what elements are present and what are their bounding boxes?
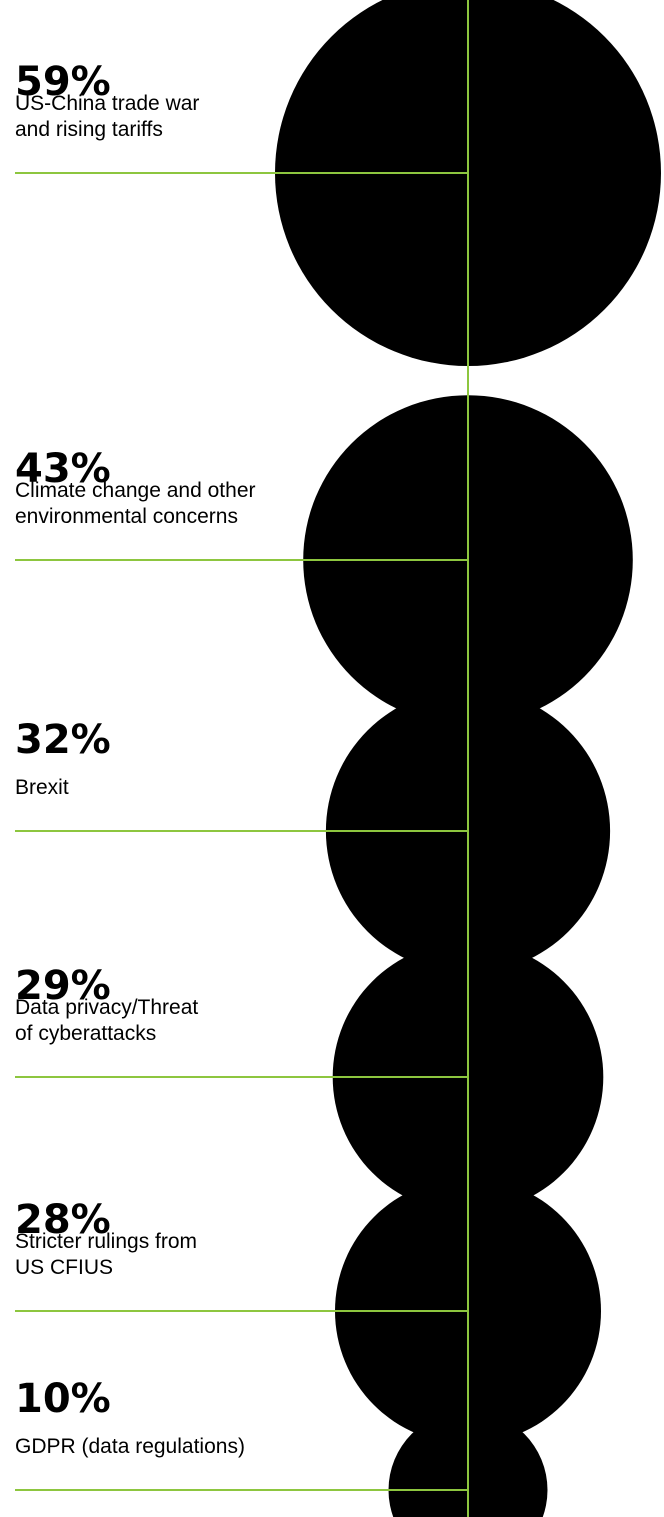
value-label-5: 10% bbox=[15, 1376, 111, 1422]
value-label-0: 59% bbox=[15, 59, 111, 105]
category-label-4-line-1: US CFIUS bbox=[15, 1256, 113, 1279]
category-label-0-line-0: US-China trade war bbox=[15, 92, 199, 115]
category-label-1-line-1: environmental concerns bbox=[15, 505, 238, 528]
connector-lines bbox=[15, 0, 469, 1517]
category-label-2-line-0: Brexit bbox=[15, 776, 69, 799]
value-label-2: 32% bbox=[15, 717, 111, 763]
category-label-3-line-1: of cyberattacks bbox=[15, 1022, 156, 1045]
category-label-0-line-1: and rising tariffs bbox=[15, 118, 163, 141]
value-label-4: 28% bbox=[15, 1197, 111, 1243]
category-label-4-line-0: Stricter rulings from bbox=[15, 1230, 197, 1253]
value-label-3: 29% bbox=[15, 963, 111, 1009]
category-label-1-line-0: Climate change and other bbox=[15, 479, 256, 502]
category-label-3-line-0: Data privacy/Threat bbox=[15, 996, 198, 1019]
value-label-1: 43% bbox=[15, 446, 111, 492]
category-label-5-line-0: GDPR (data regulations) bbox=[15, 1435, 245, 1458]
labels: 59%US-China trade war and rising tariffs 4… bbox=[15, 59, 256, 1458]
